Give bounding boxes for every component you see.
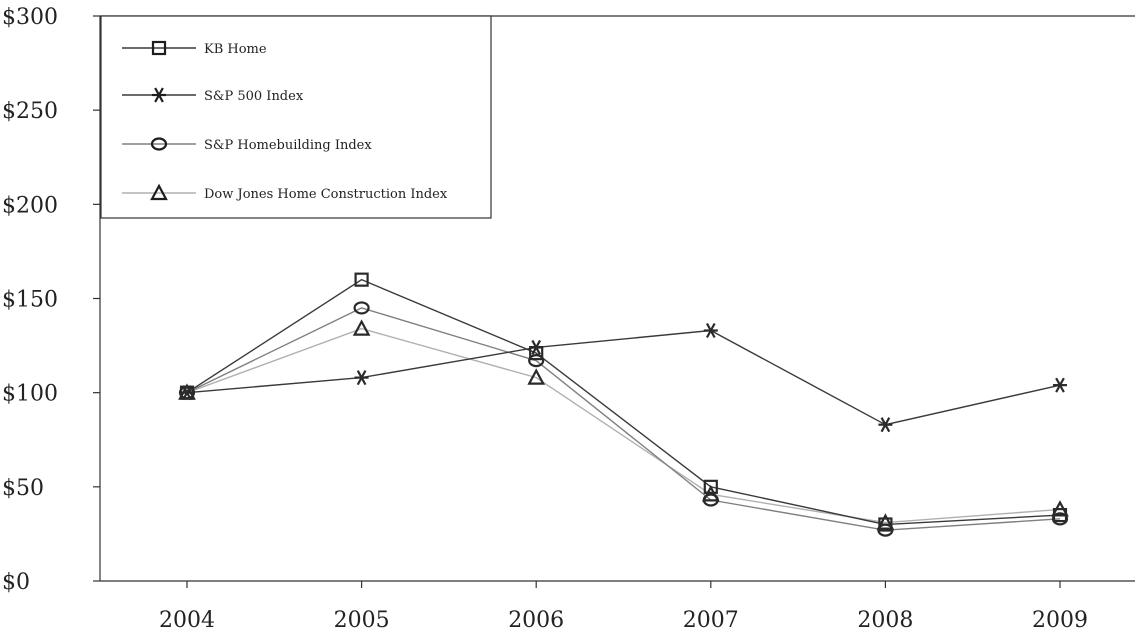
series-lines (187, 280, 1060, 530)
legend-label: KB Home (204, 42, 267, 57)
x-tick-label: 2009 (1032, 608, 1088, 633)
legend-label: S&P 500 Index (204, 89, 304, 104)
data-point (878, 418, 892, 432)
x-tick-label: 2005 (334, 608, 390, 633)
data-point (355, 371, 369, 385)
y-tick-label: $50 (2, 476, 44, 501)
x-tick-label: 2008 (857, 608, 913, 633)
y-tick-label: $0 (2, 570, 30, 595)
series-line (187, 280, 1060, 525)
data-point (1053, 378, 1067, 392)
y-tick-label: $100 (2, 382, 58, 407)
y-tick-label: $250 (2, 99, 58, 124)
x-tick-label: 2004 (159, 608, 215, 633)
y-tick-label: $300 (2, 5, 58, 30)
data-point (704, 324, 718, 338)
series-markers (180, 274, 1067, 536)
legend: KB Home S&P 500 Index S&P Homebuilding Ind… (101, 16, 491, 218)
x-tick-label: 2007 (683, 608, 739, 633)
legend-label: S&P Homebuilding Index (204, 138, 372, 153)
series-line (187, 308, 1060, 530)
series-line (187, 329, 1060, 523)
y-tick-label: $150 (2, 288, 58, 313)
legend-label: Dow Jones Home Construction Index (204, 187, 448, 202)
x-tick-label: 2006 (508, 608, 564, 633)
y-tick-label: $200 (2, 193, 58, 218)
